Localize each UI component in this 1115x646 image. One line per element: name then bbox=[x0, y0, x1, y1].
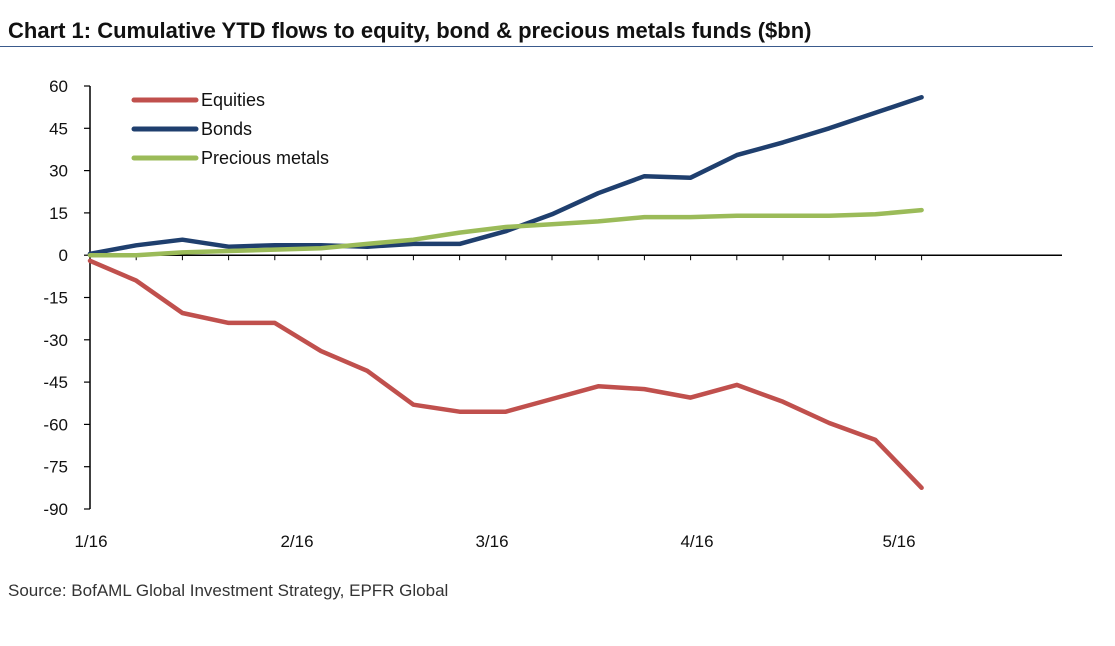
x-tick-label: 5/16 bbox=[882, 532, 915, 551]
y-tick-label: -45 bbox=[43, 373, 68, 392]
y-tick-label: 15 bbox=[49, 204, 68, 223]
y-tick-label: -30 bbox=[43, 331, 68, 350]
legend-label-equities: Equities bbox=[201, 90, 265, 110]
x-tick-label: 1/16 bbox=[74, 532, 107, 551]
y-tick-label: 0 bbox=[59, 246, 68, 265]
series-line-bonds bbox=[87, 95, 924, 257]
y-tick-label: -90 bbox=[43, 500, 68, 519]
y-tick-label: 30 bbox=[49, 162, 68, 181]
legend: Equities Bonds Precious metals bbox=[131, 90, 329, 168]
series-line-equities bbox=[87, 258, 924, 491]
series-line-precious-metals bbox=[87, 207, 924, 258]
title-divider bbox=[0, 46, 1093, 47]
legend-label-bonds: Bonds bbox=[201, 119, 252, 139]
series-lines bbox=[87, 95, 924, 491]
legend-label-precious-metals: Precious metals bbox=[201, 148, 329, 168]
x-tick-label: 2/16 bbox=[280, 532, 313, 551]
x-tick-label: 4/16 bbox=[680, 532, 713, 551]
source-note: Source: BofAML Global Investment Strateg… bbox=[8, 581, 449, 600]
axes: 60 45 30 15 0 -15 -30 -45 -60 -75 -90 1/16 2/16 3/16 4… bbox=[43, 77, 1062, 551]
y-tick-label: -75 bbox=[43, 458, 68, 477]
y-tick-label: 60 bbox=[49, 77, 68, 96]
y-tick-label: 45 bbox=[49, 119, 68, 138]
chart-title: Chart 1: Cumulative YTD flows to equity,… bbox=[8, 18, 812, 43]
x-tick-label: 3/16 bbox=[475, 532, 508, 551]
y-tick-label: -60 bbox=[43, 415, 68, 434]
y-tick-label: -15 bbox=[43, 289, 68, 308]
